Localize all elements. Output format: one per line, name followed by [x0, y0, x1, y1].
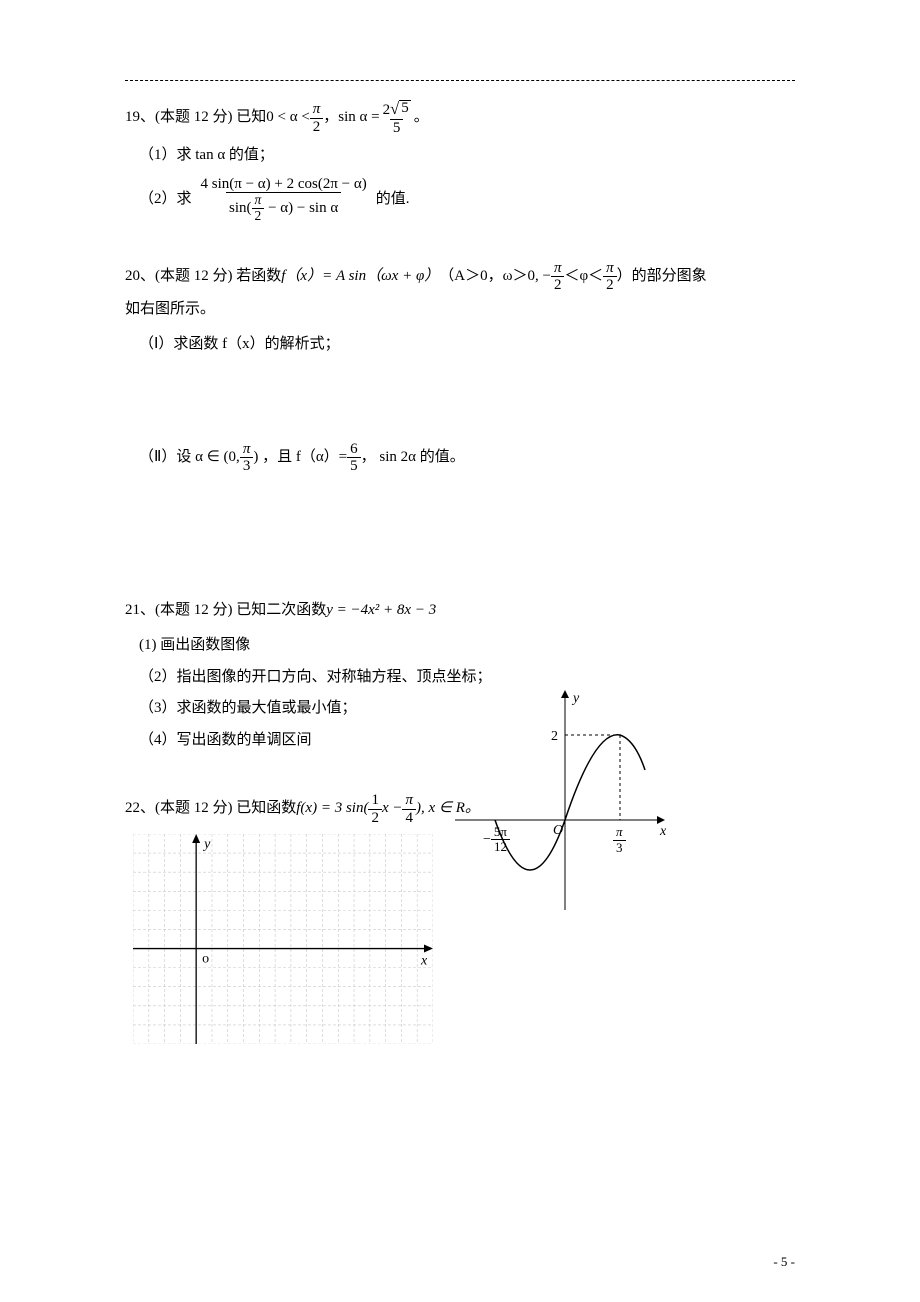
problem-20: 20、(本题 12 分) 若函数 f（x）= A sin（ωx + φ） （A＞… [125, 260, 795, 475]
svg-text:y: y [202, 837, 211, 852]
svg-text:x: x [420, 954, 428, 969]
q22-grid: y x o [133, 834, 433, 1044]
x-axis-label: x [659, 824, 667, 839]
y-axis-label: y [571, 691, 580, 706]
origin-label: O [553, 823, 563, 838]
q21-fn: y = −4x² + 8x − 3 [326, 595, 436, 627]
q19-sin-value: 2√5 5 [380, 100, 414, 136]
q20-cond-open: （A＞0，ω＞0, − [439, 261, 551, 293]
q19-period: 。 [414, 102, 429, 134]
q20-fx: f（x）= A sin（ωx + φ） [281, 261, 439, 293]
q21-p1: (1) 画出函数图像 [139, 630, 795, 662]
q19-part1: （1）求 tan α 的值； [139, 140, 795, 172]
problem-19: 19、(本题 12 分) 已知 0 < α < π 2 ，sin α = 2√5… [125, 100, 795, 224]
q21-head: 21、(本题 12 分) 已知二次函数 [125, 595, 326, 627]
q19-ineq: 0 < α < [266, 102, 310, 134]
q19-part2-pre: （2）求 [139, 184, 192, 216]
page-number: - 5 - [773, 1254, 795, 1270]
q19-pi-over-2: π 2 [310, 101, 324, 135]
q20-part2-pre: （Ⅱ）设 α ∈ (0, [139, 442, 240, 474]
q22-grid-svg: y x o [133, 834, 433, 1044]
top-divider [125, 80, 795, 81]
q20-head-pre: 20、(本题 12 分) 若函数 [125, 261, 281, 293]
q19-part2-post: 的值. [376, 184, 410, 216]
svg-text:o: o [202, 952, 209, 967]
page-content: 19、(本题 12 分) 已知 0 < α < π 2 ，sin α = 2√5… [125, 60, 795, 1044]
q20-tail: 如右图所示。 [125, 294, 795, 326]
q22-head-pre: 22、(本题 12 分) 已知函数 [125, 793, 296, 825]
q19-part2-frac: 4 sin(π − α) + 2 cos(2π − α) sin(π2 − α)… [198, 176, 370, 224]
q20-graph-svg: y x O 2 [445, 680, 675, 930]
y-tick-2: 2 [551, 729, 558, 744]
q19-sin-eq: ，sin α = [323, 102, 379, 134]
q20-part1: （Ⅰ）求函数 f（x）的解析式； [139, 329, 795, 361]
q19-head-pre: 19、(本题 12 分) 已知 [125, 102, 266, 134]
q20-graph: y x O 2 − 5π12 π3 [445, 680, 675, 930]
